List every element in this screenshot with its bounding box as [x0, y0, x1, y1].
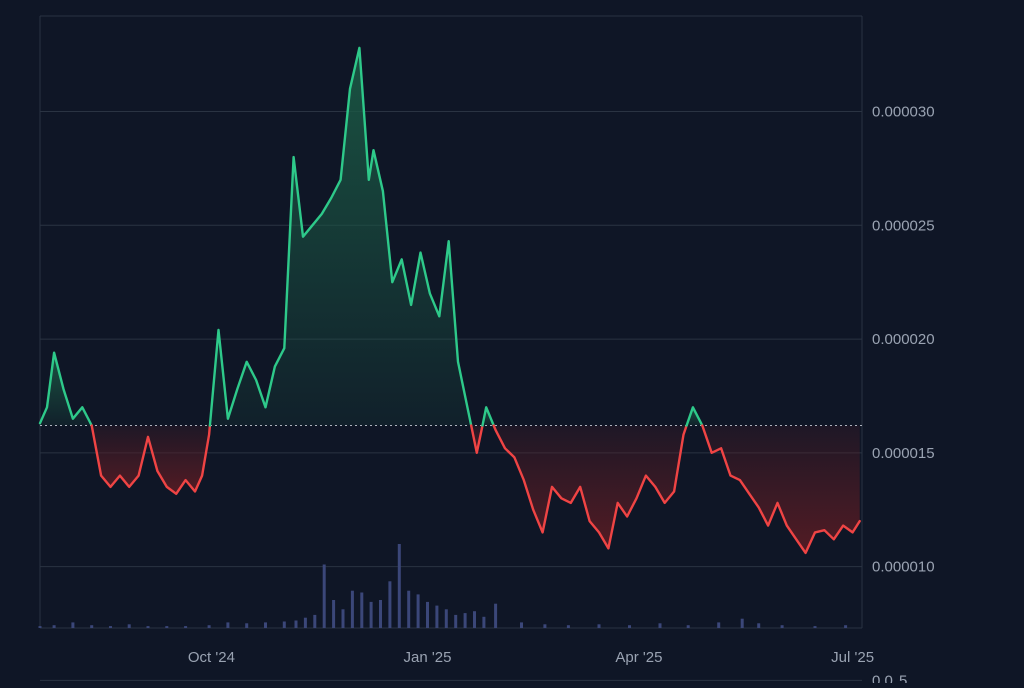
- volume-bar: [426, 602, 429, 628]
- y-tick-label-4: 0.000010: [872, 559, 935, 576]
- x-tick-label-0: Oct '24: [188, 649, 235, 666]
- volume-bar: [147, 626, 150, 628]
- volume-bar: [165, 626, 168, 628]
- volume-bar: [520, 622, 523, 628]
- volume-bar: [360, 593, 363, 629]
- volume-bar: [304, 618, 307, 628]
- y-tick-label-0: 0.000030: [872, 104, 935, 121]
- volume-bar: [482, 617, 485, 628]
- volume-bar: [283, 622, 286, 629]
- volume-bar: [388, 581, 391, 628]
- volume-bar: [844, 625, 847, 628]
- volume-bar: [295, 621, 298, 629]
- x-tick-label-2: Apr '25: [615, 649, 662, 666]
- volume-bar: [445, 609, 448, 628]
- volume-bar: [71, 622, 74, 628]
- volume-bar: [264, 622, 267, 628]
- volume-bar: [741, 619, 744, 628]
- volume-bar: [90, 625, 93, 628]
- volume-bar: [323, 565, 326, 629]
- volume-bar: [109, 626, 112, 628]
- volume-bar: [473, 611, 476, 628]
- volume-bar: [332, 600, 335, 628]
- volume-bar: [454, 615, 457, 628]
- volume-bar: [407, 591, 410, 628]
- volume-bar: [417, 594, 420, 628]
- volume-bar: [370, 602, 373, 628]
- volume-bar: [39, 626, 42, 628]
- volume-bar: [543, 624, 546, 628]
- volume-bar: [464, 613, 467, 628]
- volume-bar: [313, 615, 316, 628]
- volume-bar: [757, 623, 760, 628]
- volume-bar: [398, 544, 401, 628]
- volume-bar: [208, 625, 211, 628]
- volume-bar: [342, 609, 345, 628]
- volume-bar: [435, 606, 438, 628]
- y-tick-label-2: 0.000020: [872, 331, 935, 348]
- y-tick-label-1: 0.000025: [872, 217, 935, 234]
- volume-bar: [567, 625, 570, 628]
- x-tick-label-1: Jan '25: [404, 649, 452, 666]
- volume-bar: [494, 604, 497, 628]
- volume-bar: [245, 623, 248, 628]
- volume-bar: [351, 591, 354, 628]
- volume-bar: [781, 625, 784, 628]
- volume-bar: [598, 624, 601, 628]
- volume-bar: [659, 623, 662, 628]
- y-tick-label-3: 0.000015: [872, 445, 935, 462]
- volume-bar: [53, 625, 56, 628]
- volume-bar: [128, 624, 131, 628]
- volume-bar: [814, 626, 817, 628]
- volume-bar: [379, 600, 382, 628]
- volume-bar: [687, 625, 690, 628]
- y-tick-label-5: 0.055: [872, 672, 907, 683]
- volume-bar: [717, 622, 720, 628]
- volume-bar: [184, 626, 187, 628]
- volume-bar: [628, 625, 631, 628]
- x-tick-label-3: Jul '25: [831, 649, 874, 666]
- volume-bar: [226, 622, 229, 628]
